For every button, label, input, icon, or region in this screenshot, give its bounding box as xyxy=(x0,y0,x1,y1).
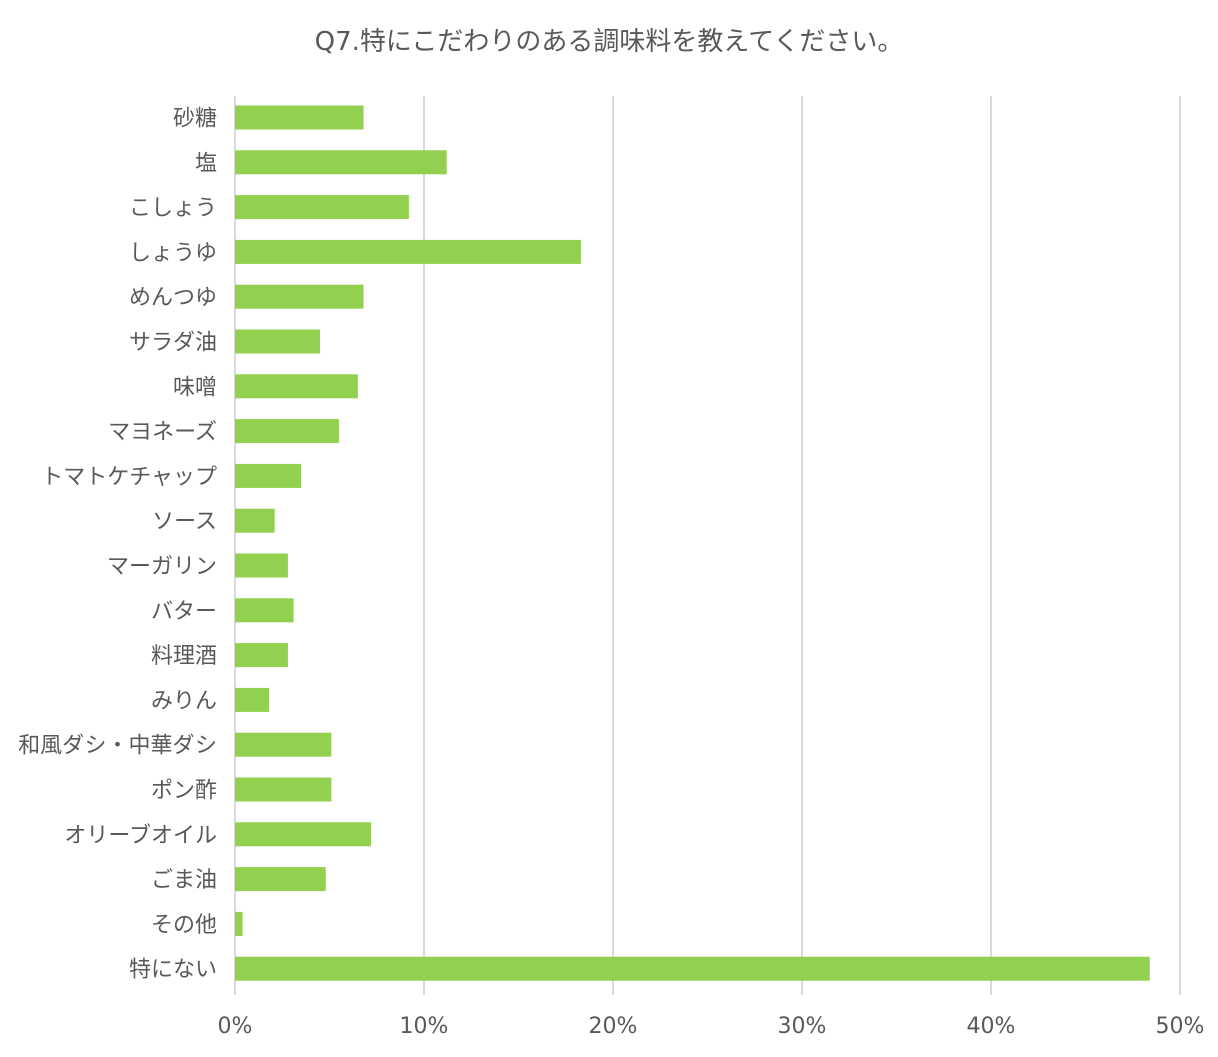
bar xyxy=(235,150,447,175)
x-tick-label: 0% xyxy=(218,1014,253,1039)
x-tick-label: 50% xyxy=(1156,1014,1205,1039)
x-tick-label: 30% xyxy=(778,1014,827,1039)
bar xyxy=(235,463,302,488)
category-labels: 砂糖塩こしょうしょうゆめんつゆサラダ油味噌マヨネーズトマトケチャップソースマーガ… xyxy=(18,107,217,983)
chart-title: Q7.特にこだわりのある調味料を教えてください。 xyxy=(315,27,904,57)
bar xyxy=(235,822,372,847)
bar xyxy=(235,374,358,399)
bar xyxy=(235,777,332,802)
bar xyxy=(235,105,364,130)
bar xyxy=(235,643,288,668)
x-tick-label: 40% xyxy=(967,1014,1016,1039)
category-label: めんつゆ xyxy=(129,286,217,311)
bars xyxy=(235,105,1150,981)
category-label: ごま油 xyxy=(151,868,217,893)
category-label: ソース xyxy=(152,510,217,535)
category-label: サラダ油 xyxy=(129,331,217,356)
x-tick-labels: 0% 10% 20% 30% 40% 50% xyxy=(218,1014,1205,1039)
category-label: 特にない xyxy=(129,958,217,983)
x-tick-label: 10% xyxy=(400,1014,449,1039)
bar xyxy=(235,687,270,712)
bar xyxy=(235,553,288,578)
category-label: マヨネーズ xyxy=(108,420,217,445)
bar xyxy=(235,284,364,309)
bar xyxy=(235,911,243,936)
bar xyxy=(235,598,294,623)
bar xyxy=(235,508,275,533)
bar xyxy=(235,732,332,757)
category-label: 味噌 xyxy=(173,375,217,400)
category-label: ポン酢 xyxy=(151,779,217,804)
category-label: しょうゆ xyxy=(129,241,217,266)
bar xyxy=(235,867,326,892)
bar xyxy=(235,329,321,354)
category-label: 料理酒 xyxy=(151,644,217,669)
bar xyxy=(235,195,409,220)
bar xyxy=(235,956,1150,981)
category-label: みりん xyxy=(151,689,217,714)
category-label: その他 xyxy=(151,913,217,938)
category-label: マーガリン xyxy=(107,555,217,580)
bar xyxy=(235,419,339,444)
category-label: 砂糖 xyxy=(173,107,217,132)
x-tick-label: 20% xyxy=(589,1014,638,1039)
category-label: 和風ダシ・中華ダシ xyxy=(18,734,217,759)
category-label: トマトケチャップ xyxy=(41,465,217,490)
category-label: オリーブオイル xyxy=(64,823,217,848)
category-label: バター xyxy=(151,599,217,624)
bar xyxy=(235,239,581,264)
gridlines xyxy=(234,96,1181,995)
category-label: 塩 xyxy=(195,151,217,176)
category-label: こしょう xyxy=(129,196,217,221)
